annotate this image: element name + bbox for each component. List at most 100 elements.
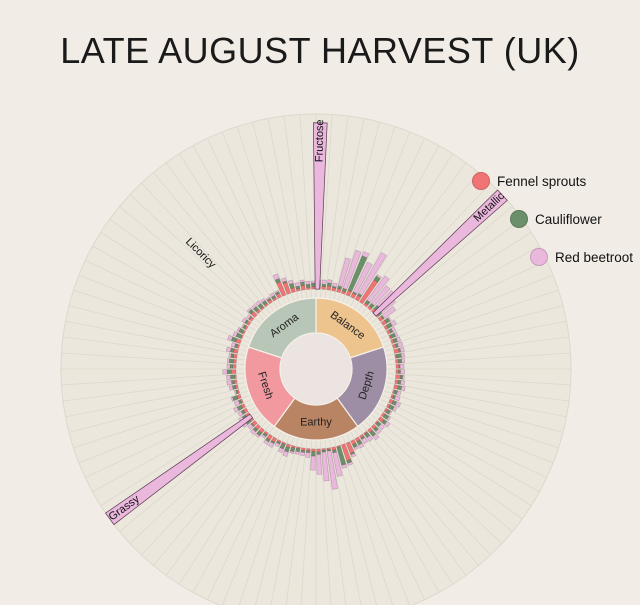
bar-segment [390, 319, 397, 327]
bar-segment [236, 389, 241, 394]
bar-segment [250, 311, 258, 318]
bar-segment [391, 389, 396, 394]
bar-segment [265, 296, 271, 301]
bar-segment [250, 422, 255, 428]
bar-segment [299, 279, 305, 283]
bar-segment [226, 346, 232, 353]
grid-spoke [100, 232, 257, 332]
bar-segment [326, 448, 332, 452]
grid-spoke [383, 390, 559, 449]
bar-segment [235, 384, 239, 390]
bar-segment [305, 450, 311, 453]
grid-spoke [381, 394, 554, 464]
bar-segment [400, 385, 406, 392]
bar-segment [261, 434, 267, 439]
bar-segment [231, 384, 237, 390]
grid-spoke [328, 438, 362, 605]
bar-segment [294, 450, 300, 455]
grid-spoke [283, 115, 308, 299]
bar-segment [244, 319, 249, 325]
legend-swatch-icon [510, 210, 528, 228]
grid-spoke [165, 162, 275, 312]
grid-spoke [68, 386, 248, 433]
legend-label: Fennel sprouts [497, 173, 587, 189]
bar-segment [380, 412, 386, 418]
bar-segment [287, 279, 294, 285]
bar-segment [230, 336, 238, 343]
bar-segment [274, 442, 281, 448]
bar-segment [395, 359, 399, 364]
bar-segment [342, 249, 362, 290]
bar-segment [337, 285, 343, 290]
bar-segment [341, 463, 348, 469]
grid-spoke [380, 260, 547, 340]
bar-segment [371, 285, 391, 307]
bar-segment [284, 446, 290, 453]
bar-segment [350, 452, 357, 458]
bar-segment [277, 447, 284, 454]
legend-item-cauliflower[interactable]: Cauliflower [510, 210, 640, 228]
bar-segment [290, 287, 296, 294]
bar-segment [251, 420, 258, 427]
bar-segment [246, 314, 252, 320]
grid-spoke [370, 206, 513, 325]
bar-segment [389, 332, 397, 339]
bar-segment [378, 423, 386, 431]
bar-segment [226, 363, 231, 369]
bar-segment [233, 379, 238, 385]
bar-segment [382, 413, 390, 420]
bar-segment [232, 359, 237, 364]
bar-segment [396, 390, 402, 396]
bar-segment [383, 324, 389, 331]
bar-segment [228, 358, 234, 364]
bar-segment [399, 347, 405, 353]
bar-segment [352, 291, 357, 296]
grid-spoke [109, 218, 259, 328]
grid-spoke [222, 434, 291, 605]
bar-segment [235, 389, 239, 395]
grid-spoke [221, 131, 291, 304]
grid-spoke [337, 126, 396, 302]
bar-segment [388, 410, 393, 416]
bar-segment [254, 423, 262, 431]
bar-segment [254, 433, 260, 438]
grid-spoke [367, 417, 503, 544]
bar-segment [397, 341, 404, 348]
bar-segment [244, 325, 249, 331]
grid-spoke [129, 417, 265, 544]
bar-segment [236, 327, 241, 333]
bar-segment [238, 327, 245, 334]
bar-segment [401, 358, 406, 364]
highlight-bar [105, 413, 254, 526]
legend-item-fennel-sprouts[interactable]: Fennel sprouts [472, 172, 640, 190]
bar-segment [391, 343, 397, 349]
bar-segment [392, 406, 398, 412]
bar-segment [235, 332, 243, 339]
bar-segment [332, 451, 343, 477]
grid-spoke [129, 194, 265, 321]
bar-segment [233, 400, 241, 407]
legend-swatch-icon [530, 248, 548, 266]
grid-spoke [360, 172, 479, 315]
grid-spoke [378, 402, 540, 493]
bar-segment [398, 369, 401, 374]
bar-segment [281, 277, 287, 283]
bar-segment [386, 329, 392, 335]
bar-segment [381, 418, 388, 425]
grid-spoke [119, 413, 262, 532]
grid-spoke [92, 245, 254, 336]
grid-spoke [320, 114, 333, 299]
bar-segment [392, 394, 397, 400]
bar-segment [228, 352, 232, 358]
bar-segment [294, 282, 300, 288]
bar-segment [232, 364, 237, 369]
legend-item-red-beetroot[interactable]: Red beetroot [530, 248, 640, 266]
bar-segment [300, 451, 305, 457]
bar-segment [260, 298, 266, 304]
bar-segment [274, 289, 280, 294]
grid-spoke [383, 289, 559, 348]
bar-segment [381, 306, 397, 319]
bar-segment [345, 441, 355, 454]
bar-segment [226, 380, 233, 386]
